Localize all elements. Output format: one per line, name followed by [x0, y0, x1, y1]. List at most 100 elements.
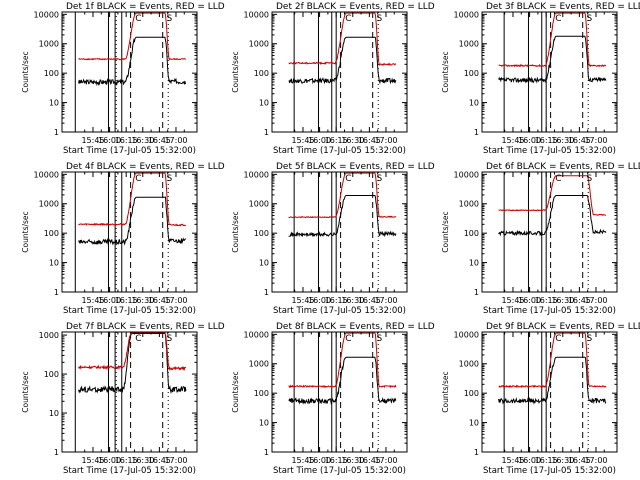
x-axis-label: Start Time (17-Jul-05 15:32:00)	[63, 466, 196, 476]
x-tick-label: 16:45	[568, 456, 591, 465]
series-lld	[498, 175, 607, 216]
series-events	[78, 196, 187, 246]
plot-frame	[271, 11, 408, 133]
y-tick-label: 1	[264, 128, 269, 137]
y-tick-label: 1	[264, 448, 269, 457]
series-lld	[78, 332, 187, 372]
y-tick-label: 100	[44, 370, 59, 379]
x-tick-label: 15:45	[81, 136, 104, 145]
y-tick-label: 1000	[249, 40, 269, 49]
marker-label: S	[376, 14, 382, 24]
x-tick-label: 17:00	[584, 296, 607, 305]
x-tick-label: 16:15	[535, 136, 558, 145]
y-tick-label: 10000	[244, 330, 269, 339]
plot-frame	[481, 331, 618, 453]
x-tick-label: 16:00	[518, 296, 541, 305]
x-tick-label: 15:45	[501, 136, 524, 145]
y-tick-label: 1	[54, 288, 59, 297]
x-axis-label: Start Time (17-Jul-05 15:32:00)	[63, 146, 196, 156]
y-axis-label: Counts/sec	[231, 51, 240, 92]
x-tick-label: 15:45	[291, 136, 314, 145]
marker-label: S	[376, 174, 382, 184]
x-tick-label: 17:00	[584, 456, 607, 465]
plot-area	[498, 172, 607, 292]
y-tick-label: 10000	[244, 10, 269, 19]
y-axis-label: Counts/sec	[441, 371, 450, 412]
series-lld	[498, 12, 607, 68]
marker-label: C	[555, 14, 561, 24]
y-tick-label: 1	[264, 288, 269, 297]
marker-label: S	[586, 334, 592, 344]
marker-label: C	[345, 14, 351, 24]
x-tick-label: 16:45	[568, 136, 591, 145]
panel-7: Det 7f BLACK = Events, RED = LLD C S 1 10 100…	[21, 322, 225, 476]
y-tick-label: 10000	[454, 170, 479, 179]
x-tick-label: 16:30	[131, 456, 154, 465]
y-axis-label: Counts/sec	[21, 211, 30, 252]
panel-title: Det 7f BLACK = Events, RED = LLD	[66, 322, 225, 332]
y-axis-label: Counts/sec	[231, 211, 240, 252]
y-tick-label: 1	[474, 128, 479, 137]
series-events	[288, 356, 397, 405]
panel-1: Det 1f BLACK = Events, RED = LLD C S 1 10 100…	[21, 2, 225, 156]
x-axis-label: Start Time (17-Jul-05 15:32:00)	[273, 306, 406, 316]
y-tick-label: 100	[464, 229, 479, 238]
y-tick-label: 100	[254, 69, 269, 78]
series-lld	[498, 332, 607, 389]
series-events	[78, 333, 187, 395]
y-tick-label: 10	[259, 99, 269, 108]
marker-label: C	[135, 14, 141, 24]
x-tick-label: 16:45	[358, 296, 381, 305]
y-tick-label: 10000	[244, 170, 269, 179]
y-tick-label: 1000	[249, 200, 269, 209]
panel-6: Det 6f BLACK = Events, RED = LLD C S 1 10 100…	[441, 162, 640, 316]
plot-frame	[481, 171, 618, 293]
y-tick-label: 1000	[249, 360, 269, 369]
x-axis-label: Start Time (17-Jul-05 15:32:00)	[273, 466, 406, 476]
series-lld	[288, 332, 397, 389]
y-tick-label: 10	[259, 419, 269, 428]
y-tick-label: 100	[254, 229, 269, 238]
panel-4: Det 4f BLACK = Events, RED = LLD C S 1 10 100…	[21, 162, 225, 316]
plot-area	[288, 332, 397, 452]
x-tick-label: 16:30	[341, 296, 364, 305]
series-events	[78, 36, 187, 87]
x-tick-label: 15:45	[501, 456, 524, 465]
plot-area	[74, 332, 187, 452]
x-tick-label: 16:00	[308, 136, 331, 145]
y-tick-label: 1000	[39, 331, 59, 340]
x-tick-label: 15:45	[81, 456, 104, 465]
x-tick-label: 16:30	[341, 136, 364, 145]
marker-label: S	[166, 174, 172, 184]
x-tick-label: 16:30	[131, 136, 154, 145]
y-axis-label: Counts/sec	[441, 211, 450, 252]
x-tick-label: 16:00	[98, 456, 121, 465]
plot-frame	[271, 331, 408, 453]
y-tick-label: 10	[469, 259, 479, 268]
series-lld	[288, 172, 397, 219]
y-tick-label: 10000	[34, 170, 59, 179]
x-axis-label: Start Time (17-Jul-05 15:32:00)	[483, 466, 616, 476]
x-tick-label: 17:00	[164, 296, 187, 305]
y-tick-label: 1	[474, 448, 479, 457]
x-tick-label: 16:00	[308, 296, 331, 305]
y-axis-label: Counts/sec	[21, 371, 30, 412]
series-events	[288, 195, 397, 238]
x-tick-label: 16:15	[115, 456, 138, 465]
panel-9: Det 9f BLACK = Events, RED = LLD C S 1 10 100…	[441, 322, 640, 476]
x-tick-label: 16:00	[98, 136, 121, 145]
plot-frame	[481, 11, 618, 133]
x-tick-label: 16:00	[308, 456, 331, 465]
x-tick-label: 16:45	[568, 296, 591, 305]
marker-label: C	[555, 174, 561, 184]
x-tick-label: 16:15	[535, 456, 558, 465]
x-tick-label: 16:45	[148, 136, 171, 145]
x-tick-label: 16:15	[115, 136, 138, 145]
y-tick-label: 1000	[459, 40, 479, 49]
marker-label: C	[345, 334, 351, 344]
panel-title: Det 2f BLACK = Events, RED = LLD	[276, 2, 435, 12]
plot-frame	[61, 11, 198, 133]
marker-label: C	[345, 174, 351, 184]
x-tick-label: 16:30	[131, 296, 154, 305]
